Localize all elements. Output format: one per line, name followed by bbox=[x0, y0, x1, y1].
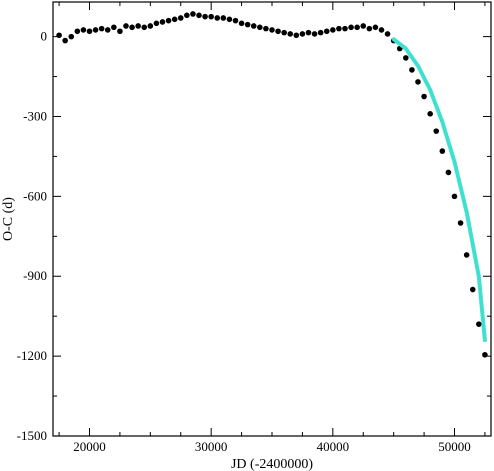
y-tick-label: -1200 bbox=[17, 348, 47, 363]
y-tick-label: -600 bbox=[23, 188, 47, 203]
observation-point bbox=[293, 32, 300, 39]
observation-point bbox=[165, 17, 172, 24]
observation-point bbox=[451, 193, 458, 200]
observation-point bbox=[439, 148, 446, 154]
observation-point bbox=[232, 17, 239, 24]
observation-point bbox=[244, 21, 251, 28]
observation-point bbox=[238, 20, 245, 27]
observation-point bbox=[98, 25, 105, 32]
observation-point bbox=[147, 23, 154, 29]
observation-point bbox=[202, 13, 208, 20]
observation-point bbox=[184, 12, 190, 19]
observation-point bbox=[378, 27, 385, 33]
observation-point bbox=[177, 15, 184, 21]
observation-point bbox=[129, 24, 135, 31]
observation-point bbox=[311, 31, 318, 37]
observation-point bbox=[421, 93, 427, 100]
observation-point bbox=[409, 67, 415, 73]
observation-point bbox=[220, 15, 227, 21]
observation-point bbox=[360, 23, 367, 29]
y-tick-label: -900 bbox=[23, 268, 47, 283]
observation-point bbox=[476, 321, 482, 327]
observation-point bbox=[263, 25, 269, 32]
observation-point bbox=[68, 33, 75, 40]
observation-point bbox=[469, 286, 476, 293]
observation-point bbox=[257, 24, 263, 31]
observation-point bbox=[463, 252, 470, 258]
observation-point bbox=[482, 351, 488, 358]
y-tick-label: -1500 bbox=[17, 428, 47, 443]
observation-point bbox=[354, 24, 360, 31]
observation-point bbox=[336, 25, 342, 32]
observation-point bbox=[153, 20, 160, 27]
observation-point bbox=[117, 28, 123, 35]
observation-point bbox=[250, 23, 257, 29]
observation-point bbox=[111, 24, 117, 31]
observation-point bbox=[384, 31, 391, 37]
x-tick-label: 50000 bbox=[438, 439, 471, 454]
observation-point bbox=[427, 111, 433, 117]
observation-point bbox=[141, 24, 148, 31]
observation-point bbox=[171, 16, 178, 23]
observation-point bbox=[74, 28, 81, 35]
fit-curve bbox=[391, 37, 487, 343]
observation-point bbox=[190, 11, 196, 17]
observation-point bbox=[226, 16, 233, 23]
observation-point bbox=[457, 220, 464, 226]
observation-point bbox=[159, 19, 166, 25]
observation-point bbox=[275, 28, 281, 35]
observation-point bbox=[62, 37, 68, 44]
observation-point bbox=[323, 28, 330, 35]
x-tick-label: 40000 bbox=[317, 439, 350, 454]
x-axis-title: JD (-2400000) bbox=[231, 457, 313, 471]
observation-point bbox=[80, 27, 87, 33]
observation-point bbox=[196, 12, 202, 19]
observation-point bbox=[317, 29, 324, 36]
observation-point bbox=[135, 23, 141, 29]
observation-point bbox=[299, 31, 306, 37]
y-axis-title: O-C (d) bbox=[1, 197, 16, 241]
observation-point bbox=[56, 32, 62, 39]
observation-point bbox=[269, 27, 275, 33]
x-tick-label: 30000 bbox=[195, 439, 228, 454]
observation-point bbox=[214, 15, 221, 21]
observation-point bbox=[86, 28, 93, 35]
fit-curve-group bbox=[391, 37, 487, 343]
y-tick-label: 0 bbox=[41, 29, 48, 44]
observation-point bbox=[342, 25, 348, 32]
observation-point bbox=[433, 128, 440, 134]
observation-point bbox=[372, 24, 379, 31]
observation-point bbox=[281, 29, 287, 36]
observation-point bbox=[330, 27, 336, 33]
observation-point bbox=[104, 27, 111, 33]
axis-ticks bbox=[53, 2, 491, 437]
observation-point bbox=[403, 55, 409, 61]
x-tick-label: 20000 bbox=[73, 439, 106, 454]
y-tick-label: -300 bbox=[23, 108, 47, 123]
observation-point bbox=[287, 31, 294, 37]
observation-point bbox=[348, 24, 354, 31]
plot-frame bbox=[52, 1, 492, 437]
observation-point bbox=[208, 13, 214, 20]
observation-point bbox=[366, 25, 373, 32]
observation-point bbox=[445, 169, 452, 176]
observation-point bbox=[123, 23, 129, 29]
observation-point bbox=[415, 79, 421, 85]
observation-points bbox=[56, 11, 488, 358]
observation-point bbox=[92, 27, 99, 33]
observation-point bbox=[305, 29, 312, 36]
tick-labels: 20000 30000 40000 50000 0 -300 -600 -900 -1200 -1… bbox=[17, 29, 471, 454]
